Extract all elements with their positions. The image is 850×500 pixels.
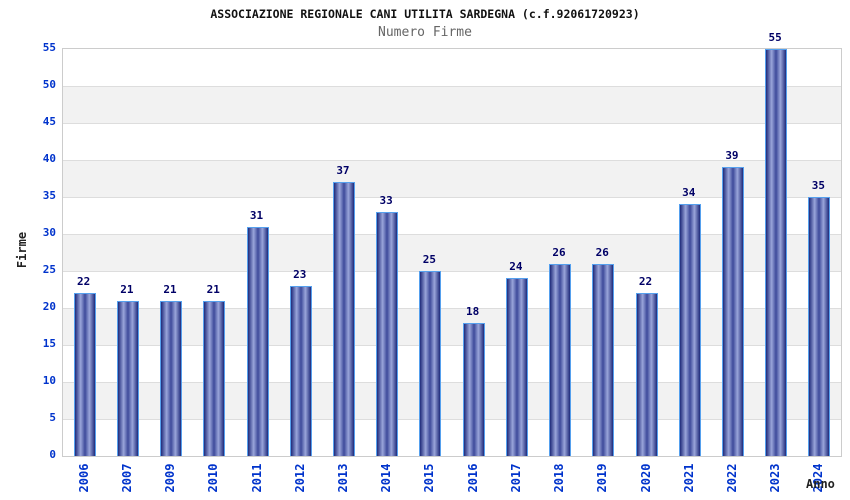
- bar-value-label: 39: [725, 149, 739, 163]
- x-tick-label: 2020: [638, 463, 653, 493]
- grid-band: [63, 308, 841, 345]
- x-tick-label: 2013: [335, 463, 350, 493]
- grid-band: [63, 160, 841, 197]
- y-tick-label: 25: [42, 263, 56, 276]
- x-tick-label: 2021: [681, 463, 696, 493]
- grid-band: [63, 123, 841, 160]
- gridline: [63, 271, 841, 272]
- bar-value-label: 26: [595, 245, 609, 259]
- y-tick-label: 55: [42, 41, 56, 54]
- y-tick-label: 15: [42, 337, 56, 350]
- y-tick-label: 5: [49, 411, 56, 424]
- grid-band: [63, 382, 841, 419]
- x-tick-label: 2015: [422, 463, 437, 493]
- bar-value-label: 35: [811, 179, 825, 192]
- bar-value-label: 23: [293, 267, 307, 281]
- grid-band: [63, 197, 841, 234]
- gridline: [63, 197, 841, 198]
- bar-value-label: 21: [206, 282, 220, 296]
- x-axis-label: Anno: [806, 477, 835, 491]
- bar-2023: [765, 49, 788, 456]
- x-tick-label: 2019: [595, 463, 610, 493]
- plot-area: [62, 48, 842, 457]
- bar-2021: [678, 204, 701, 456]
- bar-value-label: 37: [336, 164, 350, 178]
- bar-2009: [160, 300, 183, 456]
- bar-2011: [246, 226, 269, 456]
- x-tick-label: 2014: [379, 463, 394, 493]
- y-tick-label: 0: [49, 448, 56, 461]
- y-tick-label: 20: [42, 300, 56, 313]
- bar-value-label: 18: [465, 304, 480, 318]
- x-tick-label: 2022: [724, 463, 739, 493]
- bar-2015: [419, 271, 442, 456]
- x-tick-label: 2023: [768, 463, 783, 493]
- gridline: [63, 160, 841, 161]
- gridline: [63, 86, 841, 87]
- bar-2006: [73, 293, 96, 456]
- bar-2024: [808, 197, 831, 456]
- grid-band: [63, 234, 841, 271]
- grid-band: [63, 86, 841, 123]
- gridline: [63, 382, 841, 383]
- x-tick-label: 2016: [465, 463, 480, 493]
- gridline: [63, 123, 841, 124]
- y-tick-label: 45: [42, 115, 56, 128]
- bar-value-label: 21: [120, 282, 134, 296]
- bar-2020: [635, 293, 658, 456]
- bar-value-label: 34: [682, 186, 696, 200]
- grid-band: [63, 419, 841, 456]
- bar-2017: [505, 278, 528, 456]
- y-tick-label: 40: [42, 152, 56, 165]
- gridline: [63, 345, 841, 346]
- bar-2014: [376, 211, 399, 456]
- bar-2007: [116, 300, 139, 456]
- bar-2022: [721, 167, 744, 456]
- bar-value-label: 24: [509, 260, 523, 274]
- x-tick-label: 2007: [119, 463, 134, 493]
- gridline: [63, 234, 841, 235]
- bar-value-label: 31: [249, 208, 264, 222]
- y-tick-label: 10: [42, 374, 56, 387]
- gridline: [63, 419, 841, 420]
- grid-band: [63, 49, 841, 86]
- bar-value-label: 21: [163, 282, 177, 296]
- gridline: [63, 308, 841, 309]
- x-tick-label: 2010: [206, 463, 221, 493]
- x-tick-label: 2006: [76, 463, 91, 493]
- y-tick-label: 50: [42, 78, 56, 91]
- bar-2016: [462, 322, 485, 456]
- grid-band: [63, 271, 841, 308]
- chart-subtitle: Numero Firme: [378, 25, 472, 40]
- bar-value-label: 33: [379, 193, 393, 207]
- y-tick-label: 35: [42, 189, 56, 202]
- bar-2019: [592, 263, 615, 456]
- x-tick-label: 2012: [292, 463, 307, 493]
- bar-value-label: 25: [422, 253, 436, 266]
- bar-2013: [332, 182, 355, 456]
- x-tick-label: 2011: [249, 463, 264, 493]
- chart-title: ASSOCIAZIONE REGIONALE CANI UTILITA SARD…: [210, 7, 640, 21]
- x-tick-label: 2017: [508, 463, 523, 493]
- x-tick-label: 2018: [552, 463, 567, 493]
- bar-value-label: 26: [552, 245, 566, 259]
- bar-2018: [549, 263, 572, 456]
- bar-2010: [203, 300, 226, 456]
- x-tick-label: 2009: [163, 463, 178, 493]
- bar-2012: [289, 285, 312, 456]
- bar-value-label: 22: [638, 275, 653, 289]
- bar-value-label: 22: [76, 275, 91, 289]
- y-tick-label: 30: [42, 226, 56, 239]
- grid-band: [63, 345, 841, 382]
- bar-value-label: 55: [768, 31, 782, 44]
